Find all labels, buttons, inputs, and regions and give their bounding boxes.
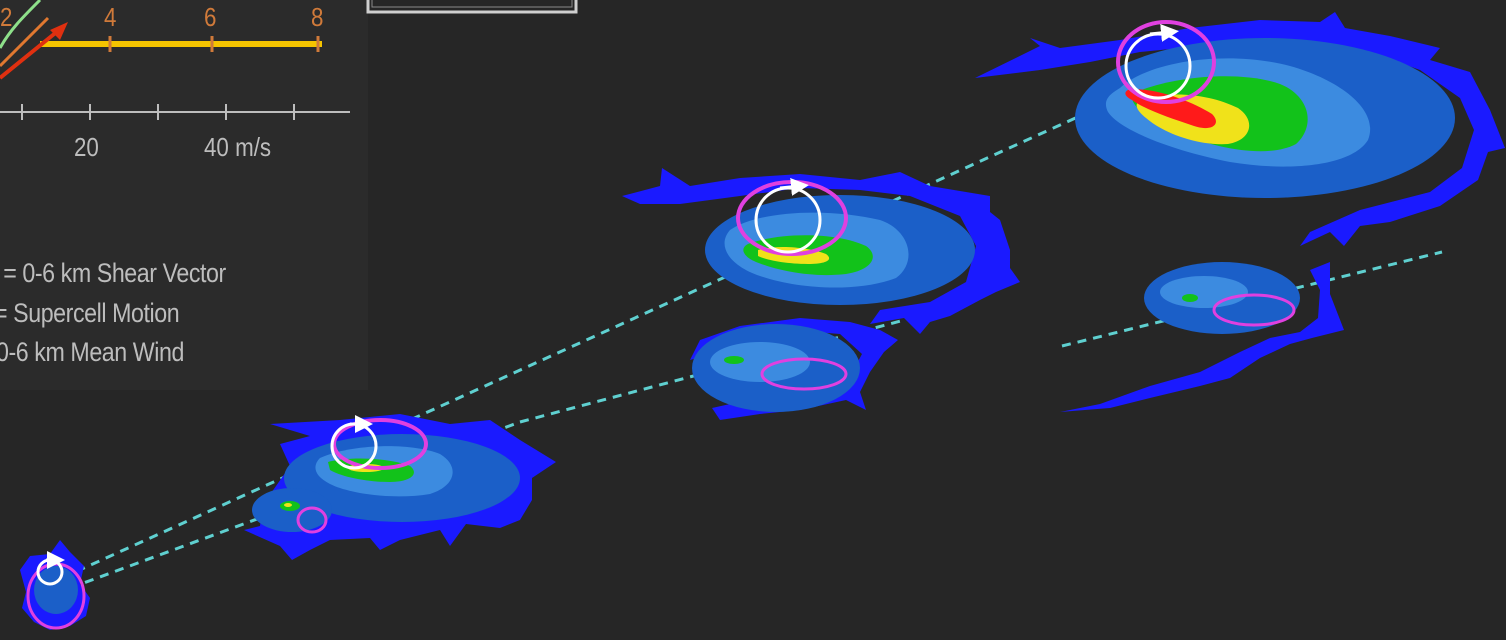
speed-axis-ticks [21, 104, 295, 120]
storm-right-lower [1060, 262, 1344, 412]
echo-lower-left-split-yellow [284, 503, 292, 507]
updraft-lower-left [332, 418, 428, 470]
gust-front-middle [622, 168, 1020, 334]
gust-front-right-lower [1060, 262, 1344, 412]
hodograph-green-trace [0, 0, 42, 49]
updraft-middle-lower [760, 357, 848, 391]
hodograph-tick-marks [108, 36, 320, 52]
speed-label-40: 40 m/s [204, 132, 272, 162]
hodograph-height-tick-8: 8 [311, 2, 324, 32]
echo-right-lower-green [1182, 294, 1198, 302]
storm-middle-lower [690, 318, 898, 420]
updraft-lower-left-split [296, 506, 328, 534]
frame-box [366, 0, 578, 14]
storm-origin [20, 540, 90, 630]
shear-vector-arrowhead [50, 22, 68, 40]
legend-shear-vector: v = 0-6 km Shear Vector [0, 258, 226, 288]
frame-box-inner [371, 0, 573, 8]
echo-middle-lower-green [724, 356, 744, 364]
legend-mean-wind: 0-6 km Mean Wind [0, 337, 184, 367]
echo-origin [34, 566, 78, 614]
legend-panel [0, 0, 368, 390]
track-main [61, 64, 1191, 580]
rotation-arrow-upper-right [1149, 23, 1179, 42]
updraft-right-lower [1212, 293, 1296, 327]
storm-middle [622, 168, 1020, 334]
gust-front-middle-lower [690, 318, 898, 420]
storm-lower-left [244, 414, 556, 560]
updraft-upper-right [1116, 20, 1216, 104]
legend-supercell-motion: = Supercell Motion [0, 298, 180, 328]
hodograph-height-tick-6: 6 [204, 2, 217, 32]
storm-upper-right [975, 12, 1505, 246]
hodograph-height-tick-2: 2 [0, 2, 13, 32]
mean-wind-arrow [0, 16, 50, 68]
hodograph-height-tick-4: 4 [104, 2, 117, 32]
speed-label-20: 20 [74, 132, 99, 162]
shear-vector-arrow [0, 24, 66, 80]
echo-right-lower-mid [1160, 276, 1248, 308]
rotation-arrow-middle [779, 177, 809, 196]
echo-middle-lower-mid [710, 342, 810, 382]
